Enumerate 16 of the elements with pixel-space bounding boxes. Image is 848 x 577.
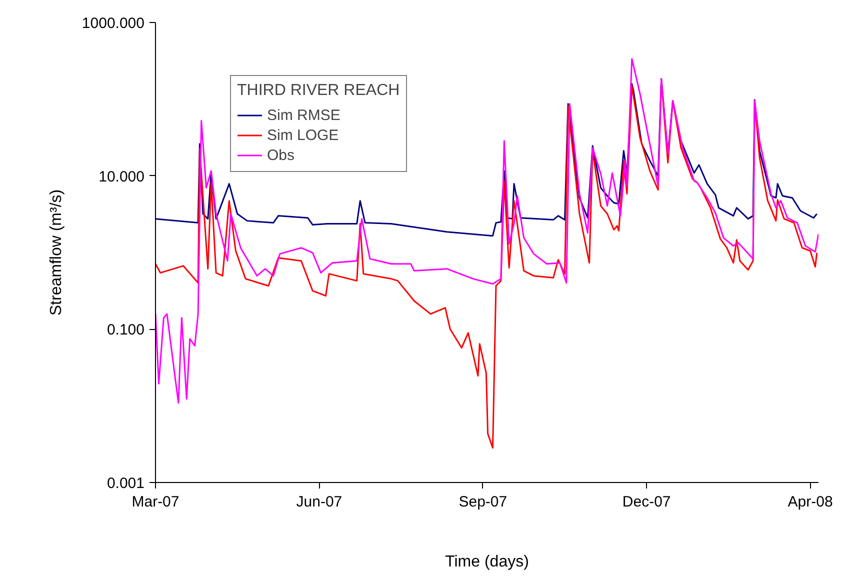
x-tick-label: Dec-07	[622, 494, 671, 510]
legend-title: THIRD RIVER REACH	[237, 82, 400, 100]
legend-label: Obs	[267, 146, 295, 164]
y-tick-label: 0.001	[106, 475, 145, 492]
legend-label: Sim RMSE	[267, 106, 340, 124]
y-axis-title: Streamflow (m³/s)	[48, 189, 65, 316]
x-tick-label: Mar-07	[132, 494, 180, 510]
x-tick-label: Jun-07	[296, 494, 342, 510]
line-series	[156, 58, 818, 404]
y-tick-label: 0.100	[106, 322, 145, 339]
x-tick-label: Apr-08	[788, 494, 833, 510]
legend-label: Sim LOGE	[267, 126, 339, 144]
x-axis-title: Time (days)	[445, 554, 529, 570]
x-tick-label: Sep-07	[458, 494, 508, 510]
y-tick-label: 10.000	[98, 168, 145, 186]
y-tick-label: 1000.000	[82, 15, 145, 32]
